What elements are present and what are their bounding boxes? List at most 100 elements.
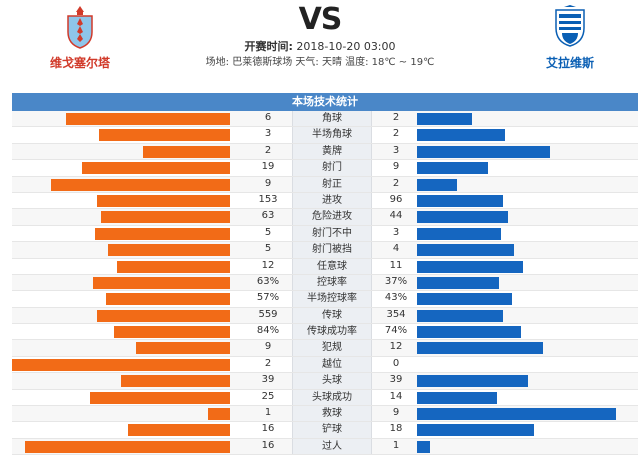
home-stat-value: 5 <box>264 243 272 255</box>
home-stat-bar <box>95 227 230 240</box>
home-stat-value: 16 <box>261 439 275 451</box>
away-stat-bar <box>417 391 497 404</box>
stat-label: 半场控球率 <box>292 291 372 307</box>
home-stat-bar <box>93 276 230 289</box>
home-stat-bar <box>114 326 230 339</box>
stat-row: 25 头球成功 14 <box>12 389 638 407</box>
celta-vigo-crest-icon <box>67 6 93 49</box>
stat-label: 控球率 <box>292 274 372 291</box>
home-stat-value: 9 <box>264 341 272 353</box>
match-header: 维戈塞尔塔 VS 开赛时间: 2018-10-20 03:00 场地: 巴莱德斯… <box>0 0 640 92</box>
away-stat-value: 39 <box>389 374 403 386</box>
home-team[interactable]: 维戈塞尔塔 <box>20 4 140 71</box>
home-stat-value: 39 <box>261 374 275 386</box>
home-stat-bar <box>51 178 230 191</box>
home-stat-bar <box>117 260 230 273</box>
home-stat-bar <box>106 293 230 306</box>
stat-row: 57% 半场控球率 43% <box>12 291 638 308</box>
home-stat-bar <box>90 391 230 404</box>
home-stat-value: 19 <box>261 161 275 173</box>
away-stat-bar <box>417 309 503 322</box>
home-stat-value: 84% <box>256 325 280 337</box>
stats-table-title: 本场技术统计 <box>12 93 638 111</box>
away-stat-bar <box>417 227 501 240</box>
away-stat-bar <box>417 424 534 437</box>
home-stat-value: 9 <box>264 177 272 189</box>
away-stat-value: 14 <box>389 390 403 402</box>
stat-label: 越位 <box>292 356 372 373</box>
away-team[interactable]: 艾拉维斯 <box>510 4 630 71</box>
stat-row: 5 射门不中 3 <box>12 225 638 243</box>
away-stat-value: 96 <box>389 193 403 205</box>
stat-label: 犯规 <box>292 340 372 356</box>
away-stat-bar <box>417 162 488 175</box>
away-stat-value: 3 <box>392 144 400 156</box>
stat-label: 射门不中 <box>292 225 372 242</box>
stats-table: 6 角球 2 3 半场角球 2 2 黄牌 3 19 射门 9 9 射正 2 153 进攻 96 63 危险进攻 44 5 射… <box>12 111 638 456</box>
stat-label: 传球 <box>292 307 372 324</box>
stat-row: 63 危险进攻 44 <box>12 209 638 226</box>
stat-label: 危险进攻 <box>292 209 372 225</box>
away-stat-bar <box>417 293 512 306</box>
stat-label: 半场角球 <box>292 127 372 143</box>
stat-row: 153 进攻 96 <box>12 192 638 210</box>
stat-row: 9 射正 2 <box>12 176 638 193</box>
home-stat-bar <box>121 375 230 388</box>
away-stat-bar <box>417 244 514 257</box>
home-stat-bar <box>25 440 230 453</box>
home-stat-bar <box>101 211 230 224</box>
home-stat-value: 63% <box>256 275 280 287</box>
away-stat-value: 12 <box>389 341 403 353</box>
stat-row: 2 越位 0 <box>12 356 638 374</box>
home-stat-bar <box>208 408 230 421</box>
stat-label: 任意球 <box>292 258 372 274</box>
away-stat-bar <box>417 326 521 339</box>
stat-label: 射门被挡 <box>292 242 372 258</box>
away-stat-value: 37% <box>384 275 408 287</box>
stat-label: 黄牌 <box>292 143 372 160</box>
home-stat-value: 2 <box>264 144 272 156</box>
away-stat-value: 9 <box>392 407 400 419</box>
away-stat-value: 9 <box>392 161 400 173</box>
away-stat-value: 2 <box>392 112 400 123</box>
stat-label: 射正 <box>292 176 372 192</box>
stat-row: 12 任意球 11 <box>12 258 638 275</box>
away-stat-bar <box>417 375 528 388</box>
stat-row: 19 射门 9 <box>12 160 638 177</box>
away-stat-value: 43% <box>384 292 408 304</box>
home-stat-value: 5 <box>264 226 272 238</box>
home-stat-bar <box>99 129 230 142</box>
home-stat-bar <box>97 309 230 322</box>
home-stat-value: 3 <box>264 128 272 140</box>
stat-row: 16 铲球 18 <box>12 422 638 439</box>
alaves-crest-icon <box>555 5 585 47</box>
away-stat-bar <box>417 194 503 207</box>
away-stat-bar <box>417 440 430 453</box>
home-stat-value: 2 <box>264 357 272 369</box>
stat-label: 救球 <box>292 406 372 422</box>
away-stat-bar <box>417 145 550 158</box>
away-stat-value: 0 <box>392 357 400 369</box>
away-stat-value: 74% <box>384 325 408 337</box>
away-stat-value: 1 <box>392 439 400 451</box>
away-stat-value: 44 <box>389 210 403 222</box>
stat-label: 头球成功 <box>292 389 372 406</box>
stat-label: 过人 <box>292 438 372 455</box>
home-stat-bar <box>12 358 230 371</box>
home-stat-bar <box>66 113 230 125</box>
away-stat-value: 2 <box>392 128 400 140</box>
vs-label: VS <box>298 2 343 37</box>
stat-row: 1 救球 9 <box>12 406 638 423</box>
away-stat-value: 2 <box>392 177 400 189</box>
away-stat-bar <box>417 260 523 273</box>
home-stat-value: 559 <box>258 308 278 320</box>
away-stat-bar <box>417 342 543 355</box>
home-stat-bar <box>143 145 230 158</box>
home-stat-value: 16 <box>261 423 275 435</box>
away-stat-value: 4 <box>392 243 400 255</box>
home-stat-value: 63 <box>261 210 275 222</box>
home-stat-value: 25 <box>261 390 275 402</box>
home-team-name: 维戈塞尔塔 <box>49 56 110 70</box>
stat-row: 559 传球 354 <box>12 307 638 325</box>
away-stat-bar <box>417 129 505 142</box>
